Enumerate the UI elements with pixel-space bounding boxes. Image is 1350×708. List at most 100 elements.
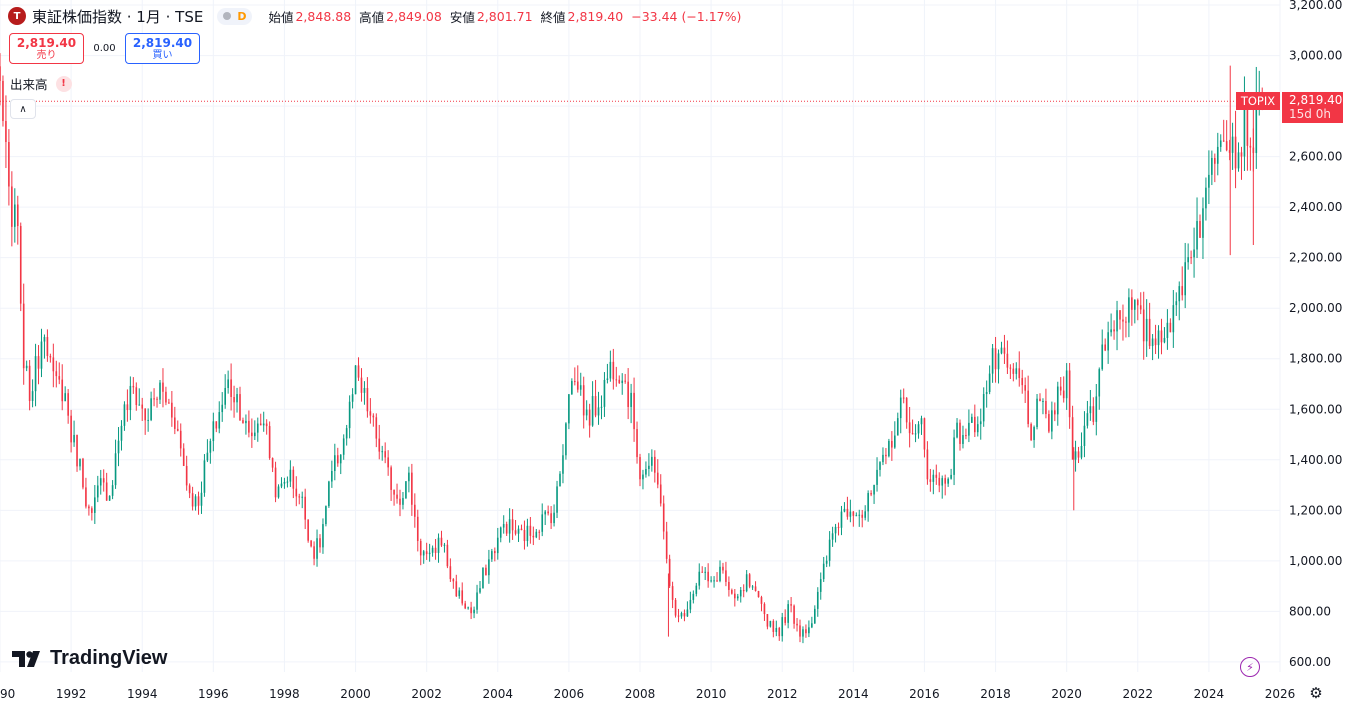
candle — [745, 570, 748, 593]
candle — [150, 391, 152, 422]
time-axis[interactable]: 1990 1992 1994 1996 1998 2000 2002 2004 2006 2008… — [0, 687, 1295, 701]
candle — [639, 453, 641, 487]
candle — [1237, 142, 1240, 172]
candle — [677, 608, 680, 623]
candle — [162, 368, 164, 408]
candle — [496, 527, 499, 560]
price-tick-label: 2,600.00 — [1289, 150, 1342, 164]
candle — [704, 567, 706, 580]
candle — [414, 493, 416, 528]
lightning-icon[interactable]: ⚡ — [1240, 657, 1260, 677]
candle — [138, 388, 141, 406]
candle — [526, 518, 529, 547]
candle — [760, 595, 763, 612]
candle — [1154, 324, 1157, 355]
candle — [108, 495, 111, 501]
candle — [230, 363, 232, 411]
year-tick-label: 1998 — [269, 687, 300, 701]
sell-button[interactable]: 2,819.40 売り — [9, 33, 84, 64]
candle — [1039, 393, 1041, 402]
candle — [470, 601, 472, 620]
candle — [571, 378, 573, 395]
candle — [879, 461, 881, 477]
candle — [494, 547, 496, 562]
candle — [1098, 367, 1101, 410]
change-value: −33.44 (−1.17%) — [631, 8, 742, 24]
candle — [393, 489, 395, 506]
candle — [754, 581, 757, 592]
candle — [529, 516, 532, 544]
candle — [179, 423, 182, 457]
candle — [1125, 316, 1127, 338]
candle — [686, 601, 689, 617]
candle — [221, 392, 224, 422]
candle — [1077, 446, 1080, 464]
price-axis[interactable]: 3,200.003,000.002,800.002,600.002,400.00… — [1289, 0, 1342, 669]
gear-icon[interactable]: ⚙ — [1309, 684, 1323, 702]
warning-icon[interactable]: ! — [55, 75, 72, 92]
candle — [1219, 134, 1222, 152]
candle — [991, 343, 994, 383]
candle — [796, 618, 798, 632]
candle — [941, 475, 944, 499]
candle — [624, 373, 626, 384]
candle — [0, 53, 1, 106]
candle — [390, 465, 392, 501]
candle — [882, 447, 884, 466]
candle — [769, 620, 772, 628]
candle — [914, 424, 917, 443]
candle — [680, 611, 683, 619]
volume-indicator-legend[interactable]: 出来高 ! — [10, 74, 72, 93]
symbol-icon[interactable]: T — [8, 7, 26, 25]
candle — [1080, 432, 1083, 460]
candle — [728, 576, 730, 597]
tradingview-logo[interactable]: TradingView — [12, 647, 167, 670]
low-label: 安値 — [449, 9, 475, 25]
candle — [751, 585, 754, 590]
collapse-legend-button[interactable]: ∧ — [10, 99, 36, 119]
candle — [316, 529, 318, 567]
candle — [959, 419, 961, 451]
symbol-title[interactable]: 東証株価指数 · 1月 · TSE — [32, 7, 204, 26]
candle — [274, 461, 277, 503]
low-value: 2,801.71 — [476, 8, 533, 24]
market-status[interactable]: D — [217, 7, 253, 25]
sell-label: 売り — [36, 49, 57, 61]
candle — [766, 613, 769, 630]
candle — [1065, 363, 1068, 410]
last-price-tag: 2,819.40 15d 0h — [1282, 92, 1343, 123]
candle — [520, 524, 523, 531]
candle — [372, 413, 375, 427]
candle — [562, 444, 564, 484]
candle — [565, 422, 567, 460]
year-tick-label: 2004 — [483, 687, 514, 701]
candle — [289, 460, 292, 488]
candle — [1148, 302, 1151, 350]
candle — [692, 590, 695, 604]
candle — [357, 357, 360, 381]
candle — [188, 483, 191, 499]
candle — [1190, 250, 1192, 265]
sell-price: 2,819.40 — [16, 35, 77, 50]
candle — [295, 476, 298, 507]
candle — [544, 509, 546, 526]
candle — [846, 496, 849, 520]
candle — [310, 539, 312, 548]
candle — [351, 388, 354, 409]
buy-button[interactable]: 2,819.40 買い — [125, 33, 200, 64]
candle — [458, 587, 461, 599]
candle — [808, 620, 810, 638]
candle — [1071, 405, 1074, 460]
candle — [206, 439, 209, 463]
candle — [864, 505, 866, 521]
candle — [713, 576, 715, 588]
candle — [331, 460, 333, 488]
candle — [1145, 299, 1148, 357]
candle — [787, 600, 789, 629]
year-tick-label: 1994 — [127, 687, 158, 701]
candle — [1048, 410, 1050, 434]
candle — [363, 381, 366, 405]
candle — [651, 449, 653, 472]
candle — [114, 439, 117, 489]
